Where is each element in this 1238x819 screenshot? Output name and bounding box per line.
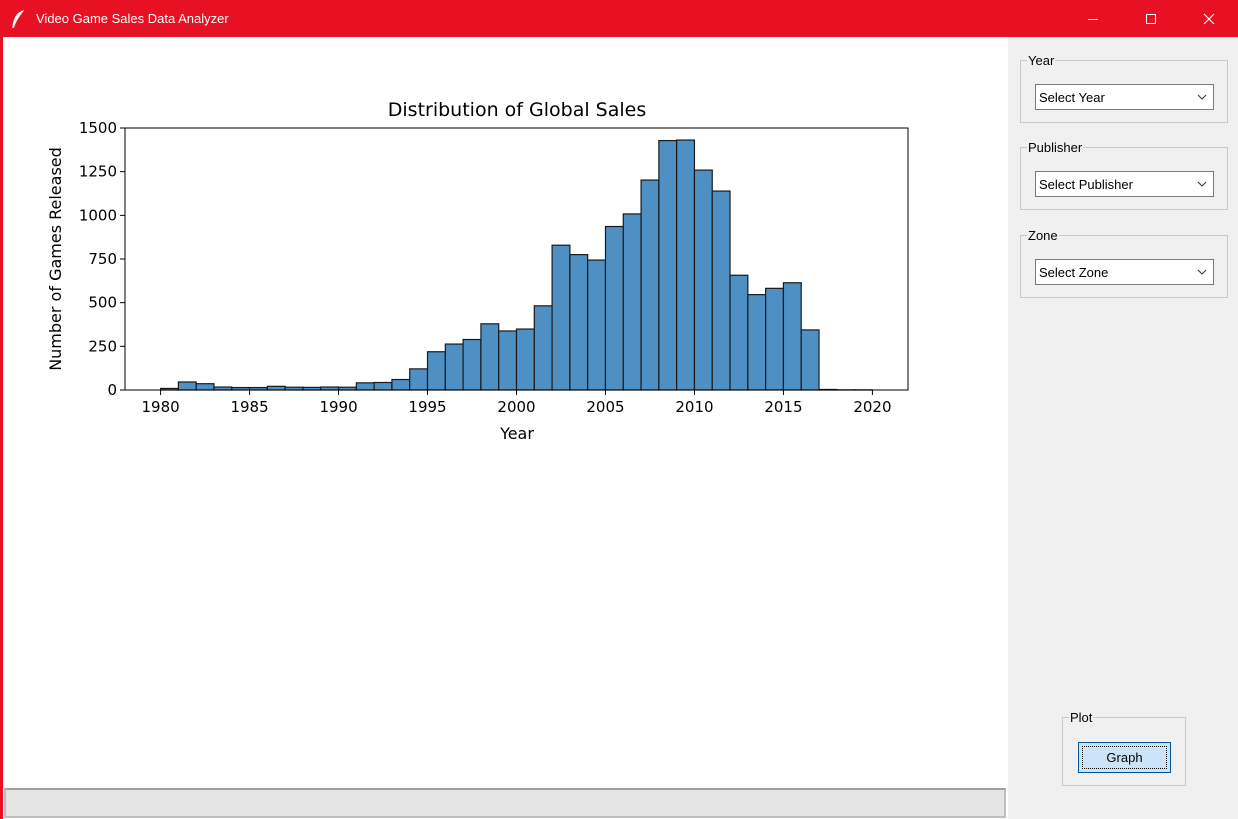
minimize-button[interactable] bbox=[1064, 0, 1122, 37]
y-axis-label: Number of Games Released bbox=[46, 147, 65, 371]
feather-icon bbox=[0, 9, 36, 28]
y-tick-label: 500 bbox=[88, 294, 117, 312]
histogram-bar bbox=[498, 330, 518, 391]
histogram-bar bbox=[195, 383, 215, 391]
control-panel: Year Select Year Publisher Select Publis… bbox=[1008, 37, 1238, 819]
zone-group: Zone Select Zone bbox=[1020, 228, 1228, 298]
x-tick-label: 2015 bbox=[764, 398, 802, 416]
x-ticks-group: 1980 1985 1990 1995 2000 2005 2010 2015 2020 bbox=[141, 390, 892, 416]
zone-select[interactable]: Select Zone bbox=[1035, 259, 1214, 285]
publisher-select-value: Select Publisher bbox=[1039, 176, 1133, 192]
x-tick-label: 1995 bbox=[408, 398, 446, 416]
histogram-bar bbox=[480, 323, 500, 391]
year-select[interactable]: Select Year bbox=[1035, 84, 1214, 110]
status-bar bbox=[4, 788, 1006, 818]
histogram-bar bbox=[355, 382, 375, 391]
histogram-bar bbox=[587, 259, 607, 391]
chart-title: Distribution of Global Sales bbox=[388, 99, 646, 121]
histogram-bar bbox=[765, 287, 785, 391]
y-tick-label: 1250 bbox=[79, 163, 117, 181]
histogram-bar bbox=[409, 368, 429, 391]
year-select-value: Select Year bbox=[1039, 89, 1105, 105]
year-group: Year Select Year bbox=[1020, 53, 1228, 123]
plot-group-label: Plot bbox=[1069, 710, 1094, 725]
histogram-bar bbox=[569, 254, 589, 391]
y-tick-label: 1500 bbox=[79, 119, 117, 137]
x-tick-label: 2000 bbox=[497, 398, 535, 416]
histogram-bar bbox=[426, 351, 446, 391]
histogram-bar bbox=[658, 139, 678, 391]
x-tick-label: 1990 bbox=[319, 398, 357, 416]
chevron-down-icon bbox=[1191, 181, 1213, 187]
x-tick-label: 2020 bbox=[853, 398, 891, 416]
maximize-icon bbox=[1146, 13, 1156, 24]
histogram-bar bbox=[604, 225, 624, 391]
histogram-bar bbox=[373, 381, 393, 391]
window-border bbox=[0, 37, 3, 819]
histogram-bar bbox=[676, 139, 696, 391]
maximize-button[interactable] bbox=[1122, 0, 1180, 37]
histogram-bar bbox=[177, 381, 197, 391]
zone-select-value: Select Zone bbox=[1039, 264, 1109, 280]
graph-button-label: Graph bbox=[1106, 750, 1143, 765]
plot-group: Plot Graph bbox=[1062, 710, 1186, 786]
y-tick-label: 1000 bbox=[79, 206, 117, 224]
chevron-down-icon bbox=[1191, 269, 1213, 275]
histogram-bar bbox=[729, 274, 749, 391]
histogram-bar bbox=[444, 343, 464, 391]
histogram-bar bbox=[391, 378, 411, 391]
chevron-down-icon bbox=[1191, 94, 1213, 100]
x-tick-label: 2010 bbox=[675, 398, 713, 416]
x-tick-label: 1985 bbox=[230, 398, 268, 416]
histogram-bar bbox=[533, 305, 553, 391]
publisher-group-label: Publisher bbox=[1027, 140, 1084, 155]
close-icon bbox=[1203, 13, 1215, 24]
plot-frame bbox=[124, 127, 909, 391]
histogram-bar bbox=[693, 169, 713, 391]
histogram-bar bbox=[782, 282, 802, 391]
minimize-icon bbox=[1088, 18, 1098, 20]
histogram-bar bbox=[640, 179, 660, 391]
histogram-bar bbox=[266, 385, 286, 391]
x-axis-label: Year bbox=[499, 424, 534, 443]
histogram-bar bbox=[551, 244, 571, 391]
y-ticks-group: 0 250 500 750 1000 1250 1500 bbox=[79, 119, 125, 399]
x-tick-label: 1980 bbox=[141, 398, 179, 416]
bars-group bbox=[159, 139, 874, 391]
year-group-label: Year bbox=[1027, 53, 1056, 68]
title-bar: Video Game Sales Data Analyzer bbox=[0, 0, 1238, 37]
histogram-bar bbox=[515, 328, 535, 391]
histogram-bar bbox=[711, 190, 731, 391]
publisher-select[interactable]: Select Publisher bbox=[1035, 171, 1214, 197]
histogram-chart: Distribution of Global Sales Number of G… bbox=[46, 99, 909, 443]
y-tick-label: 0 bbox=[107, 381, 117, 399]
histogram-bar bbox=[800, 329, 820, 391]
publisher-group: Publisher Select Publisher bbox=[1020, 140, 1228, 210]
histogram-bar bbox=[462, 338, 482, 391]
histogram-bar bbox=[622, 213, 642, 391]
y-tick-label: 750 bbox=[88, 250, 117, 268]
plot-canvas: Distribution of Global Sales Number of G… bbox=[3, 37, 1008, 787]
x-tick-label: 2005 bbox=[586, 398, 624, 416]
focus-ring bbox=[1082, 746, 1167, 769]
window-title: Video Game Sales Data Analyzer bbox=[36, 11, 229, 26]
close-button[interactable] bbox=[1180, 0, 1238, 37]
zone-group-label: Zone bbox=[1027, 228, 1059, 243]
graph-button[interactable]: Graph bbox=[1078, 742, 1171, 773]
y-tick-label: 250 bbox=[88, 337, 117, 355]
histogram-bar bbox=[747, 294, 767, 391]
